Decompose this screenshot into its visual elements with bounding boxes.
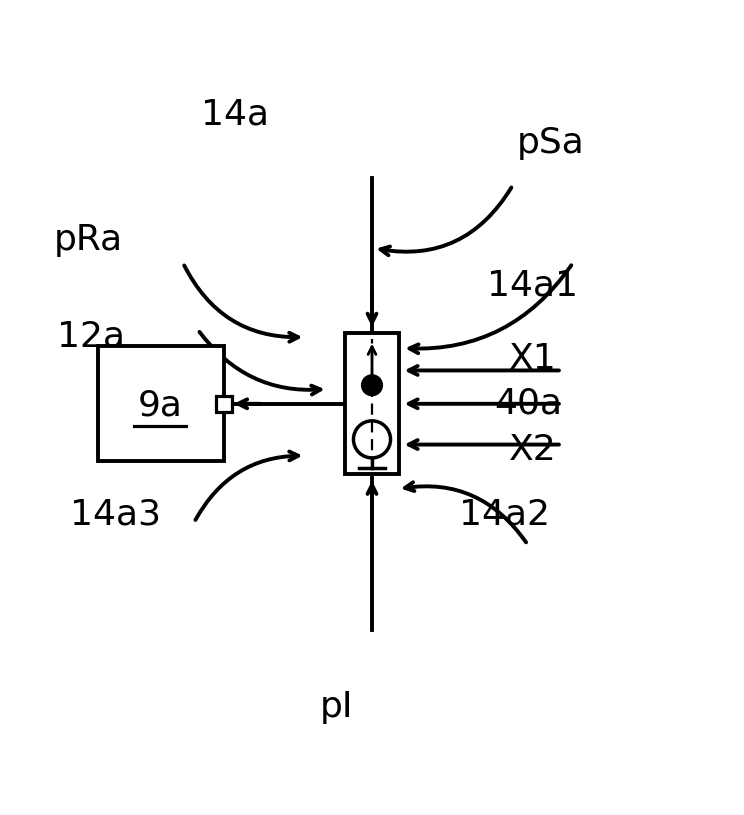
Text: X1: X1 [509, 342, 557, 377]
Text: pRa: pRa [54, 223, 123, 257]
Circle shape [362, 375, 382, 395]
Text: 14a1: 14a1 [487, 269, 578, 303]
Bar [216, 395, 232, 412]
Text: 14a3: 14a3 [70, 497, 161, 531]
Text: 12a: 12a [57, 319, 125, 354]
Text: 9a: 9a [138, 388, 182, 422]
Text: pI: pI [320, 690, 353, 724]
Text: X2: X2 [509, 434, 557, 468]
Text: pSa: pSa [516, 126, 584, 160]
Bar [345, 333, 399, 474]
Text: 14a: 14a [201, 98, 269, 132]
Text: 40a: 40a [494, 387, 562, 421]
Bar [97, 346, 224, 461]
Text: 14a2: 14a2 [460, 497, 551, 531]
